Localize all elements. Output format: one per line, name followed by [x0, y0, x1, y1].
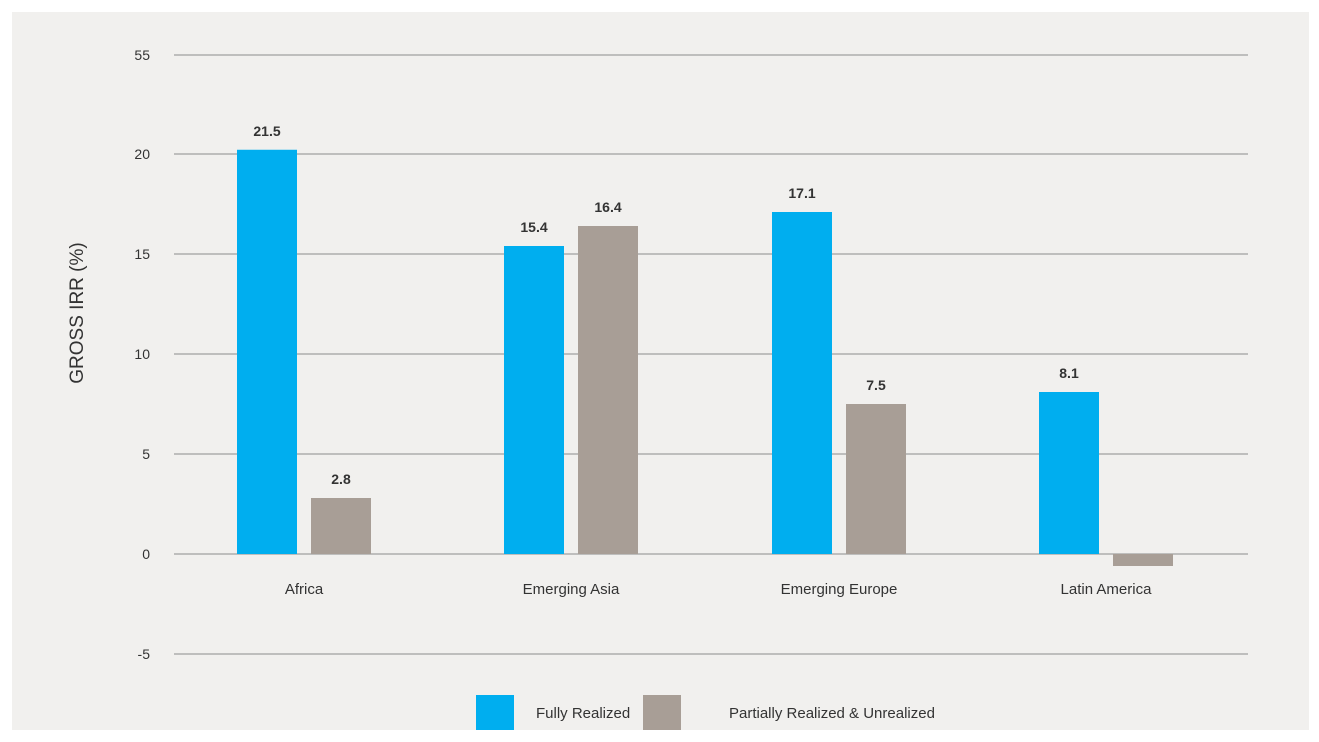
bar: [1113, 554, 1173, 566]
y-tick-label: 0: [142, 546, 150, 562]
legend-label: Fully Realized: [536, 705, 630, 722]
legend-swatch: [643, 695, 681, 730]
category-label: Emerging Asia: [523, 581, 620, 598]
data-label: 7.5: [866, 377, 886, 393]
data-label: 15.4: [520, 219, 547, 235]
category-label: Emerging Europe: [781, 581, 898, 598]
bar: [578, 226, 638, 554]
y-tick-label: 20: [134, 146, 150, 162]
chart-panel: -5 0 5 10 15 20 55 GROSS IRR (%) Africa 21.5 2.8 Em…: [12, 12, 1309, 730]
y-tick-label: 10: [134, 346, 150, 362]
y-axis-label: GROSS IRR (%): [67, 242, 88, 383]
category-label: Africa: [285, 581, 324, 598]
category-label: Latin America: [1061, 581, 1153, 598]
data-label: 8.1: [1059, 365, 1079, 381]
bar: [846, 404, 906, 554]
legend-swatch: [476, 695, 514, 730]
y-tick-label: 15: [134, 246, 150, 262]
bar: [1039, 392, 1099, 554]
data-label: 17.1: [788, 185, 815, 201]
data-label: 21.5: [253, 123, 280, 139]
bar: [311, 498, 371, 554]
bar: [504, 246, 564, 554]
y-tick-label: 5: [142, 446, 150, 462]
bar: [237, 149, 297, 554]
y-tick-label: -5: [138, 646, 151, 662]
bar-chart: -5 0 5 10 15 20 55 GROSS IRR (%) Africa 21.5 2.8 Em…: [67, 47, 1248, 730]
legend-label: Partially Realized & Unrealized: [729, 705, 935, 722]
bar: [772, 212, 832, 554]
data-label: 16.4: [594, 199, 621, 215]
data-label: 2.8: [331, 471, 351, 487]
y-tick-label: 55: [134, 47, 150, 63]
